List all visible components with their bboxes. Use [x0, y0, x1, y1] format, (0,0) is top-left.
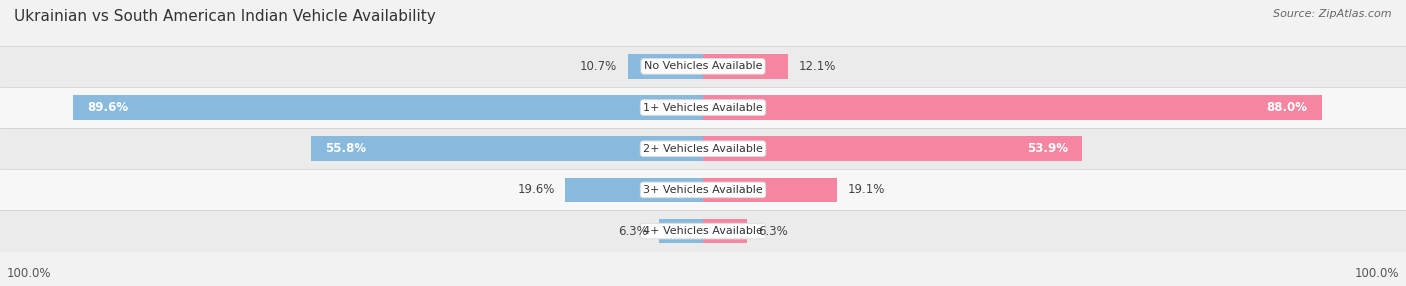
Text: 6.3%: 6.3% [619, 225, 648, 238]
Bar [703, 95, 1322, 120]
Text: 100.0%: 100.0% [7, 267, 52, 280]
Text: 6.3%: 6.3% [758, 225, 787, 238]
Text: 88.0%: 88.0% [1267, 101, 1308, 114]
Bar [703, 136, 1083, 161]
Bar [703, 54, 787, 79]
Text: 1+ Vehicles Available: 1+ Vehicles Available [643, 103, 763, 112]
Text: 12.1%: 12.1% [799, 60, 837, 73]
Bar [0, 210, 1406, 252]
Text: 19.6%: 19.6% [517, 183, 554, 196]
Text: 55.8%: 55.8% [325, 142, 366, 155]
Text: 53.9%: 53.9% [1026, 142, 1069, 155]
Bar [565, 178, 703, 202]
Bar [311, 136, 703, 161]
Bar [627, 54, 703, 79]
Bar [703, 219, 748, 243]
Text: 4+ Vehicles Available: 4+ Vehicles Available [643, 226, 763, 236]
Text: 89.6%: 89.6% [87, 101, 128, 114]
Text: Source: ZipAtlas.com: Source: ZipAtlas.com [1274, 9, 1392, 19]
Bar [0, 128, 1406, 169]
Bar [0, 46, 1406, 87]
Bar [0, 169, 1406, 210]
Bar [0, 87, 1406, 128]
Text: 19.1%: 19.1% [848, 183, 886, 196]
Text: 2+ Vehicles Available: 2+ Vehicles Available [643, 144, 763, 154]
Bar [658, 219, 703, 243]
Text: 100.0%: 100.0% [1354, 267, 1399, 280]
Text: 10.7%: 10.7% [581, 60, 617, 73]
Text: No Vehicles Available: No Vehicles Available [644, 61, 762, 71]
Text: Ukrainian vs South American Indian Vehicle Availability: Ukrainian vs South American Indian Vehic… [14, 9, 436, 23]
Text: 3+ Vehicles Available: 3+ Vehicles Available [643, 185, 763, 195]
Bar [73, 95, 703, 120]
Bar [703, 178, 838, 202]
